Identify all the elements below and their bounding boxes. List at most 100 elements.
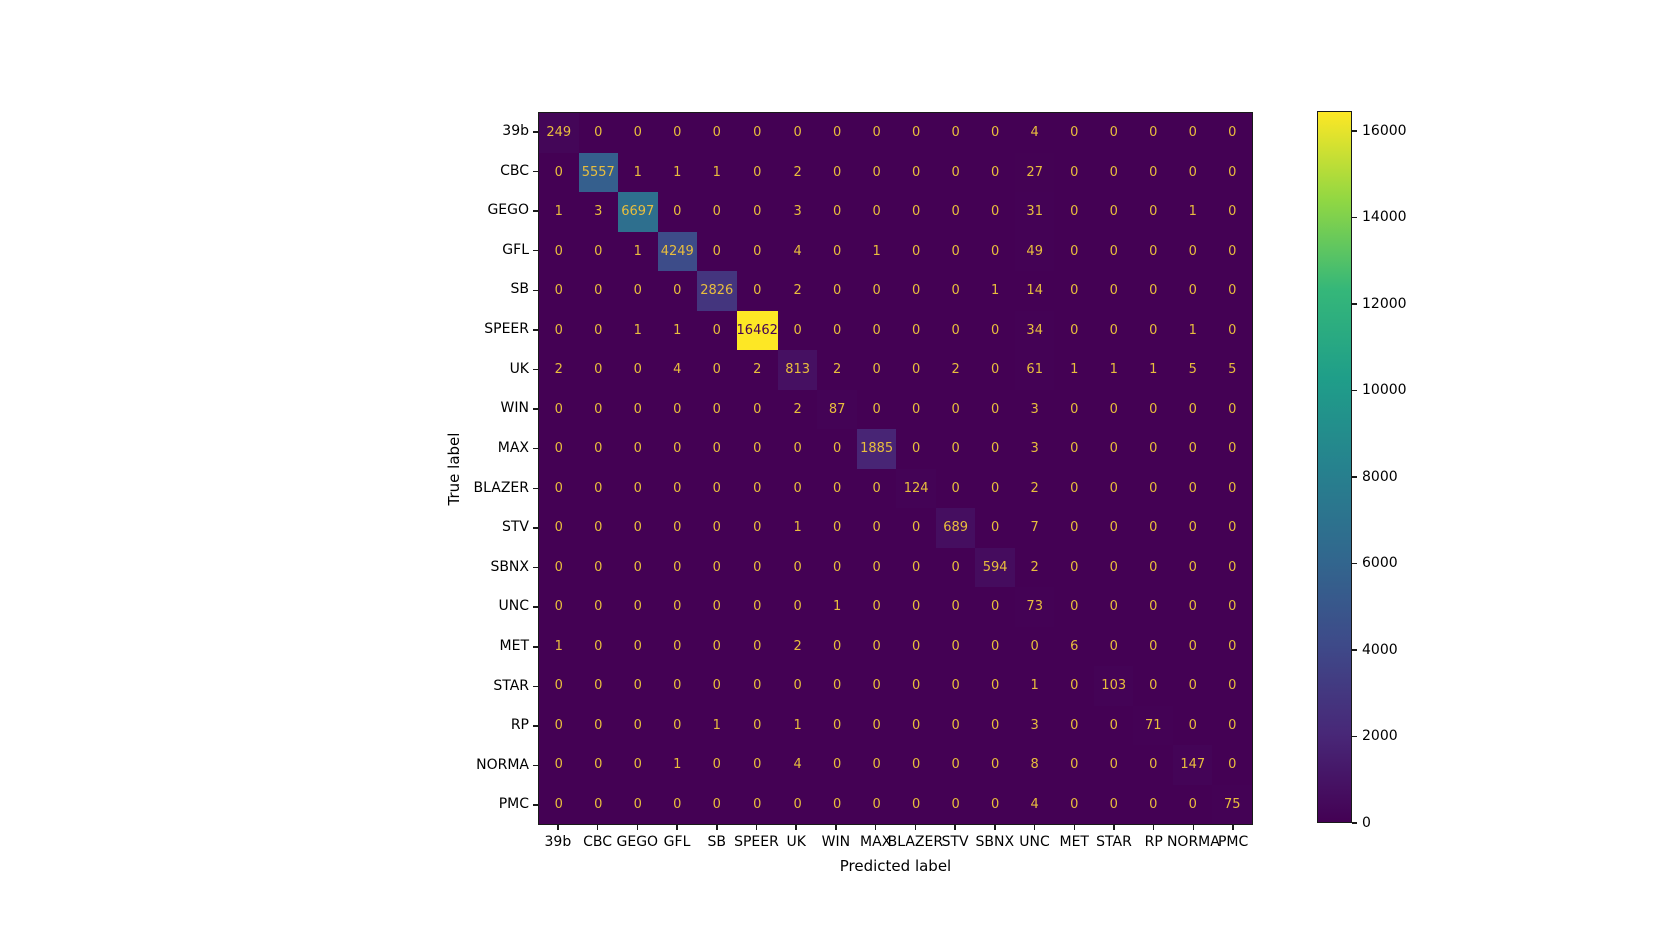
y-tick-mark: [533, 487, 538, 490]
matrix-cell: 5557: [578, 152, 619, 192]
x-tick-mark: [676, 825, 678, 830]
x-tick-label: SPEER: [734, 834, 779, 850]
matrix-cell: 0: [975, 113, 1015, 153]
matrix-cell: 0: [935, 626, 976, 666]
matrix-cell: 3: [1014, 705, 1055, 745]
colorbar-tick-mark: [1352, 130, 1357, 132]
matrix-cell: 0: [1212, 429, 1252, 469]
matrix-cell: 0: [736, 271, 778, 311]
matrix-cell: 0: [578, 231, 619, 271]
heatmap-cells: 249 0 0 0 0 0 0 0 0 0 0 0 4 0 0 0 0 0 0 5557 1 1 1 0 2 0 0 0 0 0 27 0 0 0…: [539, 113, 1252, 824]
matrix-cell: 0: [1054, 468, 1094, 508]
matrix-cell: 0: [539, 429, 579, 469]
matrix-cell: 0: [539, 508, 579, 548]
matrix-cell: 16462: [736, 310, 778, 350]
x-tick-mark: [557, 825, 559, 830]
matrix-cell: 0: [1133, 389, 1173, 429]
matrix-cell: 75: [1212, 784, 1252, 824]
x-tick-label: BLAZER: [887, 834, 944, 850]
matrix-cell: 0: [657, 626, 698, 666]
matrix-cell: 0: [657, 271, 698, 311]
matrix-cell: 27: [1014, 152, 1055, 192]
matrix-cell: 0: [1093, 745, 1134, 785]
matrix-cell: 0: [896, 666, 936, 706]
colorbar-tick-label: 14000: [1362, 209, 1407, 226]
matrix-cell: 0: [578, 350, 619, 390]
matrix-cell: 0: [777, 429, 818, 469]
matrix-cell: 0: [578, 784, 619, 824]
matrix-cell: 0: [856, 508, 897, 548]
y-tick-label: SBNX: [490, 558, 529, 575]
x-tick-mark: [716, 825, 718, 830]
matrix-cell: 0: [697, 113, 737, 153]
matrix-cell: 0: [1212, 626, 1252, 666]
matrix-cell: 73: [1014, 587, 1055, 627]
matrix-cell: 0: [1133, 231, 1173, 271]
matrix-cell: 0: [856, 784, 897, 824]
matrix-cell: 0: [975, 666, 1015, 706]
matrix-cell: 0: [657, 508, 698, 548]
matrix-cell: 0: [1133, 745, 1173, 785]
matrix-cell: 0: [1054, 271, 1094, 311]
colorbar-tick-label: 16000: [1362, 122, 1407, 139]
matrix-cell: 249: [539, 113, 579, 153]
matrix-cell: 6697: [618, 192, 658, 232]
matrix-cell: 0: [856, 310, 897, 350]
matrix-cell: 0: [697, 429, 737, 469]
matrix-cell: 0: [697, 231, 737, 271]
y-tick-mark: [533, 368, 538, 371]
matrix-cell: 0: [777, 468, 818, 508]
matrix-cell: 0: [856, 705, 897, 745]
matrix-cell: 0: [1054, 113, 1094, 153]
x-tick-label: GEGO: [616, 834, 659, 850]
matrix-cell: 0: [817, 547, 857, 587]
matrix-cell: 0: [1093, 231, 1134, 271]
matrix-cell: 0: [1172, 389, 1213, 429]
matrix-cell: 1885: [856, 429, 897, 469]
colorbar-tick-label: 8000: [1362, 468, 1398, 485]
x-tick-label: GFL: [663, 834, 691, 850]
colorbar-tick-mark: [1352, 822, 1357, 824]
matrix-cell: 0: [1172, 231, 1213, 271]
matrix-cell: 0: [578, 468, 619, 508]
matrix-cell: 0: [736, 231, 778, 271]
matrix-cell: 0: [1212, 666, 1252, 706]
matrix-cell: 0: [896, 547, 936, 587]
matrix-cell: 0: [1212, 745, 1252, 785]
matrix-cell: 1: [1014, 666, 1055, 706]
matrix-cell: 0: [935, 547, 976, 587]
x-tick-label: 39b: [544, 834, 572, 850]
matrix-cell: 103: [1093, 666, 1134, 706]
y-tick-label: BLAZER: [473, 479, 529, 496]
matrix-cell: 0: [578, 389, 619, 429]
matrix-cell: 0: [1172, 468, 1213, 508]
matrix-cell: 0: [935, 705, 976, 745]
y-tick-mark: [533, 566, 538, 569]
matrix-cell: 0: [1212, 231, 1252, 271]
matrix-cell: 0: [578, 113, 619, 153]
matrix-cell: 0: [935, 310, 976, 350]
matrix-cell: 0: [736, 666, 778, 706]
matrix-cell: 61: [1014, 350, 1055, 390]
matrix-cell: 0: [856, 389, 897, 429]
matrix-cell: 1: [539, 626, 579, 666]
colorbar-tick-mark: [1352, 303, 1357, 305]
matrix-cell: 0: [896, 192, 936, 232]
matrix-cell: 0: [736, 626, 778, 666]
matrix-cell: 0: [896, 784, 936, 824]
matrix-cell: 0: [1172, 547, 1213, 587]
matrix-cell: 0: [817, 626, 857, 666]
y-tick-label: 39b: [502, 123, 529, 139]
matrix-cell: 0: [1212, 705, 1252, 745]
x-tick-label: STV: [941, 834, 969, 850]
y-tick-mark: [533, 447, 538, 450]
matrix-cell: 0: [1093, 784, 1134, 824]
matrix-cell: 0: [1093, 271, 1134, 311]
matrix-cell: 0: [817, 152, 857, 192]
matrix-cell: 1: [539, 192, 579, 232]
matrix-cell: 2: [777, 626, 818, 666]
matrix-cell: 0: [935, 468, 976, 508]
matrix-cell: 0: [1212, 271, 1252, 311]
matrix-cell: 0: [539, 666, 579, 706]
matrix-cell: 0: [657, 705, 698, 745]
